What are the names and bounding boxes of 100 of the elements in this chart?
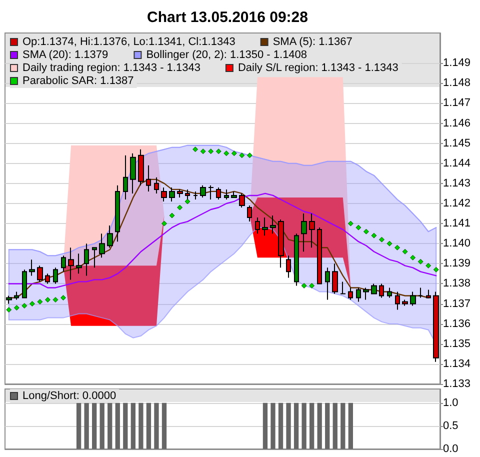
candlestick	[84, 243, 89, 276]
point	[52, 297, 58, 303]
candlestick	[239, 192, 245, 208]
candlestick	[371, 283, 377, 294]
point	[184, 198, 190, 204]
candlestick	[177, 188, 183, 198]
y-tick-label: 1.142	[443, 197, 471, 210]
line-series	[8, 144, 437, 256]
candlestick	[286, 255, 291, 278]
point	[402, 248, 408, 254]
candlestick	[363, 287, 369, 300]
point	[418, 258, 424, 264]
legend-label: SMA (20): 1.1379	[22, 49, 108, 61]
y-tick-label: 1.147	[443, 97, 471, 110]
point	[208, 148, 214, 154]
point	[60, 295, 66, 301]
point	[6, 307, 12, 313]
point	[177, 204, 183, 210]
candlestick	[395, 291, 400, 310]
candlestick	[325, 267, 330, 300]
point	[386, 240, 392, 246]
y-tick-label: 0.5	[443, 420, 458, 432]
y-tick-label: 1.140	[443, 238, 471, 250]
legend-label: Long/Short: 0.0000	[22, 390, 116, 402]
candlestick	[270, 215, 276, 234]
candlestick	[14, 291, 19, 300]
y-tick-label: 1.137	[443, 298, 471, 310]
candlestick	[348, 287, 353, 300]
chart-title: Chart 13.05.2016 09:28	[147, 9, 308, 26]
candlestick	[200, 184, 206, 198]
candlestick	[123, 154, 128, 200]
candlestick	[146, 164, 151, 192]
point	[44, 297, 50, 303]
y-tick-label: 1.134	[443, 358, 471, 370]
candlestick	[231, 190, 237, 198]
point	[161, 220, 167, 226]
candlestick	[278, 219, 284, 268]
candlestick	[418, 287, 423, 298]
candlestick	[340, 281, 346, 294]
candlestick	[92, 247, 97, 268]
point	[371, 232, 377, 238]
candlestick	[402, 299, 408, 306]
candlestick	[387, 287, 392, 298]
point	[309, 282, 315, 288]
line-series	[8, 192, 437, 288]
candlestick	[161, 186, 167, 202]
y-tick-label: 1.144	[443, 157, 471, 170]
candlestick	[154, 176, 159, 194]
point	[192, 146, 198, 152]
candlestick	[317, 227, 322, 284]
candlestick	[332, 263, 338, 294]
y-tick-label: 1.138	[443, 278, 471, 290]
candlestick	[410, 291, 416, 306]
candlestick	[130, 152, 136, 194]
candlestick	[255, 217, 260, 234]
point	[426, 262, 432, 268]
y-tick-label: 1.149	[443, 57, 471, 70]
point	[301, 282, 307, 288]
point	[37, 299, 43, 305]
candlestick	[53, 267, 58, 284]
point	[200, 148, 206, 154]
point	[246, 152, 252, 158]
candlestick	[22, 269, 27, 298]
candlestick	[379, 283, 384, 298]
candlestick	[68, 247, 74, 280]
legend-label: Op:1.1374, Hi:1.1376, Lo:1.1341, Cl:1.1343	[22, 36, 236, 48]
y-tick-label: 1.136	[443, 318, 471, 330]
candlestick	[6, 295, 12, 304]
point	[410, 254, 416, 260]
point	[231, 150, 237, 156]
y-tick-label: 1.133	[443, 378, 471, 390]
candlestick	[208, 184, 214, 200]
y-tick-label: 1.141	[443, 218, 471, 230]
candlestick	[115, 184, 120, 242]
candlestick	[138, 148, 144, 186]
candlestick	[426, 289, 431, 298]
legend-label: Daily S/L region: 1.1343 - 1.1343	[238, 62, 398, 74]
candlestick	[294, 233, 299, 286]
point	[14, 305, 20, 311]
y-tick-label: 1.143	[443, 177, 471, 190]
point	[394, 244, 400, 250]
candlestick	[169, 186, 175, 202]
point	[356, 224, 362, 230]
candlestick	[37, 265, 43, 282]
candlestick	[356, 287, 361, 302]
point	[378, 236, 384, 242]
legend-label: Parabolic SAR: 1.1387	[22, 75, 134, 87]
legend-label: SMA (5): 1.1367	[272, 36, 352, 48]
point	[216, 148, 222, 154]
y-tick-label: 1.146	[443, 117, 471, 130]
line-series	[8, 178, 429, 298]
point	[22, 303, 28, 309]
legend-label: Bollinger (20, 2): 1.1350 - 1.1408	[146, 49, 308, 61]
y-tick-label: 1.145	[443, 137, 471, 150]
y-tick-label: 1.148	[443, 77, 471, 90]
point	[363, 228, 369, 234]
y-tick-label: 1.0	[443, 396, 458, 409]
candlestick	[309, 213, 315, 248]
y-tick-label: 0.0	[443, 443, 458, 455]
y-tick-label: 1.139	[443, 258, 471, 270]
